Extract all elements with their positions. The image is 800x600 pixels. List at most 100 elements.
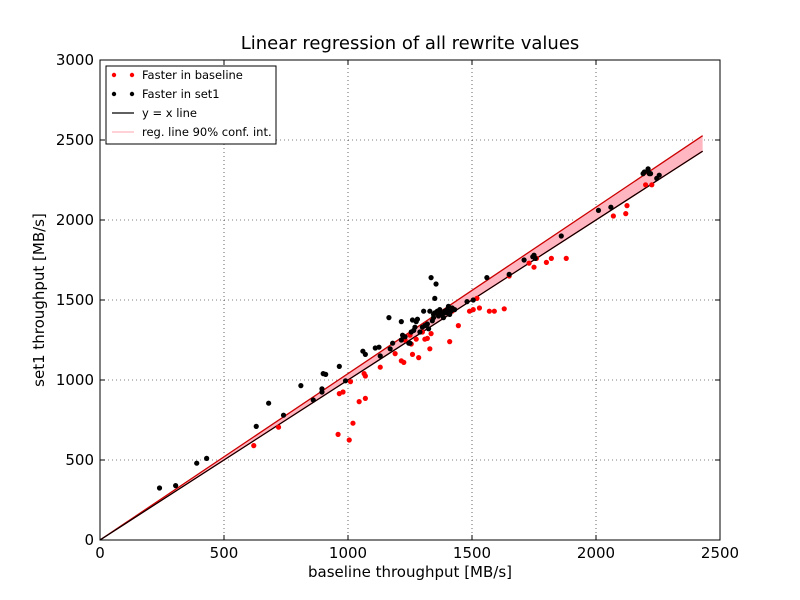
data-point: [253, 423, 259, 429]
data-point: [433, 281, 439, 287]
data-point: [416, 355, 422, 361]
data-point: [623, 211, 629, 217]
data-point: [563, 255, 569, 261]
data-point: [470, 297, 476, 303]
x-tick-label: 1000: [329, 544, 367, 562]
y-tick-label: 0: [84, 531, 94, 549]
data-point: [548, 255, 554, 261]
y-axis-label: set1 throughput [MB/s]: [30, 213, 48, 387]
legend-item: Faster in baseline: [111, 68, 243, 82]
y-axis-ticks: 0 500 1000 1500 2000 2500 3000: [56, 51, 720, 549]
legend: Faster in baseline Faster in set1 y = x li…: [105, 65, 277, 145]
points-layer: [156, 166, 662, 491]
x-tick-label: 2500: [701, 544, 739, 562]
data-point: [428, 331, 434, 337]
data-point: [440, 315, 447, 321]
data-point: [624, 203, 630, 209]
legend-item: y = x line: [112, 106, 197, 120]
data-point: [417, 329, 423, 335]
data-point: [491, 308, 497, 314]
data-point: [409, 351, 416, 357]
data-point: [558, 233, 564, 239]
data-point: [521, 257, 527, 263]
data-point: [362, 351, 368, 357]
data-point: [362, 395, 368, 401]
identity-line: [99, 150, 703, 541]
data-point: [401, 359, 407, 365]
y-tick-label: 1000: [56, 371, 94, 389]
data-point: [484, 275, 490, 281]
data-point: [526, 260, 532, 266]
legend-label: Faster in baseline: [142, 68, 243, 82]
data-point: [251, 443, 257, 449]
data-point: [424, 335, 430, 341]
data-point: [427, 346, 433, 352]
legend-marker: [129, 91, 135, 97]
data-point: [298, 383, 304, 389]
data-point: [275, 424, 282, 430]
x-tick-label: 0: [95, 544, 105, 562]
y-tick-label: 1500: [56, 291, 94, 309]
y-tick-label: 2500: [56, 131, 94, 149]
series-faster-in-set1: [156, 166, 662, 491]
data-point: [447, 339, 453, 345]
data-point: [386, 315, 392, 321]
data-point: [173, 483, 179, 489]
data-point: [398, 319, 404, 325]
chart-title: Linear regression of all rewrite values: [241, 33, 580, 54]
legend-label: Faster in set1: [142, 87, 220, 101]
data-point: [452, 307, 458, 313]
legend-marker: [111, 72, 117, 78]
data-point: [412, 324, 418, 330]
data-point: [432, 295, 438, 301]
data-point: [649, 182, 655, 188]
data-point: [413, 336, 419, 342]
data-point: [543, 259, 550, 265]
data-point: [421, 308, 427, 314]
data-point: [323, 371, 329, 377]
data-point: [335, 431, 341, 437]
data-point: [356, 399, 362, 405]
data-point: [464, 299, 470, 305]
x-tick-label: 1500: [453, 544, 491, 562]
data-point: [336, 363, 342, 369]
data-point: [647, 171, 654, 177]
legend-label: reg. line 90% conf. int.: [142, 125, 272, 139]
data-point: [506, 271, 512, 277]
legend-item: Faster in set1: [111, 87, 220, 101]
data-point: [610, 213, 616, 219]
data-point: [643, 182, 649, 188]
data-point: [347, 379, 354, 385]
data-point: [470, 307, 476, 313]
data-point: [387, 346, 393, 352]
data-point: [280, 412, 287, 418]
legend-items: Faster in baseline Faster in set1 y = x li…: [111, 68, 272, 139]
x-tick-label: 500: [210, 544, 239, 562]
data-point: [156, 485, 163, 491]
data-point: [340, 389, 346, 395]
data-point: [427, 308, 433, 314]
x-tick-label: 2000: [577, 544, 615, 562]
data-point: [204, 455, 210, 461]
legend-marker: [129, 72, 135, 78]
data-point: [402, 334, 408, 340]
data-point: [426, 326, 432, 332]
data-point: [377, 353, 383, 359]
data-point: [476, 305, 483, 311]
legend-box: [105, 65, 277, 145]
data-point: [310, 397, 316, 403]
data-point: [532, 255, 538, 261]
data-point: [346, 437, 352, 443]
data-point: [398, 337, 404, 343]
y-tick-label: 500: [65, 451, 94, 469]
y-tick-label: 3000: [56, 51, 94, 69]
y-tick-label: 2000: [56, 211, 94, 229]
data-point: [645, 166, 651, 172]
data-point: [362, 373, 368, 379]
x-axis-label: baseline throughput [MB/s]: [308, 563, 512, 581]
data-point: [531, 264, 537, 270]
legend-label: y = x line: [142, 106, 197, 120]
data-point: [377, 364, 383, 370]
data-point: [407, 340, 413, 346]
